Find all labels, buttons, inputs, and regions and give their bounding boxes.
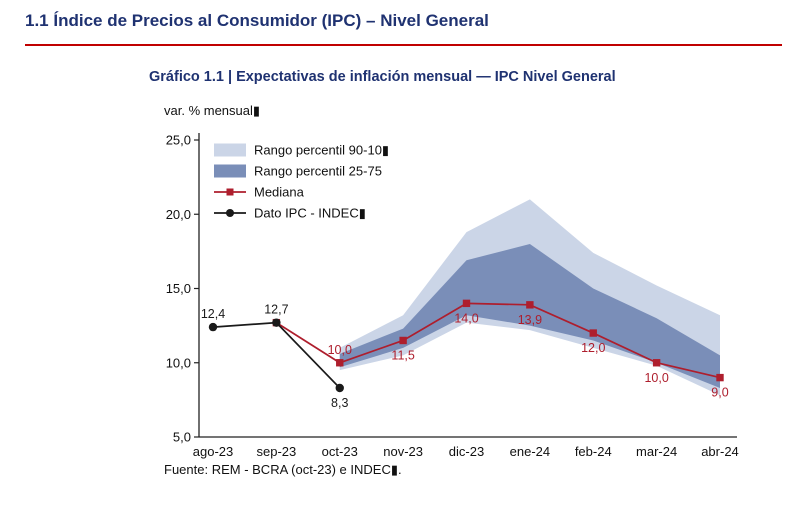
value-label: 12,4 bbox=[201, 307, 225, 321]
x-tick-label: ago-23 bbox=[193, 444, 233, 459]
value-label: 9,0 bbox=[711, 386, 728, 400]
marker-mediana bbox=[589, 329, 597, 337]
marker-mediana bbox=[526, 301, 534, 309]
x-tick-label: dic-23 bbox=[449, 444, 484, 459]
source-note: Fuente: REM - BCRA (oct-23) e INDEC▮. bbox=[164, 462, 402, 477]
value-label: 13,9 bbox=[518, 313, 542, 327]
marker-mediana bbox=[462, 299, 471, 308]
value-label: 11,5 bbox=[391, 348, 414, 362]
legend-label: Mediana bbox=[254, 185, 305, 200]
legend-swatch-rango-percentil-25-75 bbox=[214, 164, 246, 178]
x-tick-label: mar-24 bbox=[636, 444, 677, 459]
series-line-mediana bbox=[275, 302, 721, 379]
x-tick-label: abr-24 bbox=[701, 444, 739, 459]
marker-mediana bbox=[652, 359, 661, 367]
value-label: 10,0 bbox=[644, 371, 668, 385]
y-tick-label: 25,0 bbox=[166, 133, 191, 148]
section-title: 1.1 Índice de Precios al Consumidor (IPC… bbox=[25, 11, 489, 30]
marker-dato-ipc-indec bbox=[272, 318, 281, 327]
marker-dato-ipc-indec bbox=[335, 383, 344, 393]
band-rango-percentil-25-75 bbox=[339, 243, 720, 388]
value-label: 14,0 bbox=[454, 311, 478, 325]
x-tick-label: nov-23 bbox=[383, 444, 423, 459]
value-label: 10,0 bbox=[328, 343, 352, 357]
marker-dato-ipc-indec bbox=[208, 322, 218, 332]
legend-label: Rango percentil 90-10▮ bbox=[254, 143, 389, 158]
chart-title: Gráfico 1.1 | Expectativas de inflación … bbox=[149, 69, 616, 85]
legend-marker-mediana bbox=[226, 188, 234, 196]
y-axis-unit-label: var. % mensual▮ bbox=[164, 103, 261, 118]
legend-swatch-rango-percentil-90-10 bbox=[214, 143, 246, 157]
y-tick-label: 15,0 bbox=[166, 281, 191, 296]
x-tick-label: sep-23 bbox=[257, 444, 297, 459]
legend-marker-dato-ipc-indec bbox=[226, 209, 234, 217]
series-line-dato-ipc-indec bbox=[212, 321, 341, 389]
x-tick-label: feb-24 bbox=[575, 444, 612, 459]
legend-label: Dato IPC - INDEC▮ bbox=[254, 206, 366, 221]
value-label: 12,0 bbox=[581, 341, 605, 355]
legend-label: Rango percentil 25-75 bbox=[254, 164, 382, 179]
x-tick-label: ene-24 bbox=[510, 444, 550, 459]
value-label: 12,7 bbox=[264, 303, 288, 317]
x-tick-label: oct-23 bbox=[322, 444, 358, 459]
y-tick-label: 5,0 bbox=[173, 430, 191, 445]
marker-mediana bbox=[716, 373, 724, 382]
marker-mediana bbox=[399, 336, 407, 345]
marker-mediana bbox=[336, 359, 344, 367]
y-tick-label: 10,0 bbox=[166, 355, 191, 370]
value-label: 8,3 bbox=[331, 396, 348, 410]
section-title-rule bbox=[25, 44, 782, 46]
y-tick-label: 20,0 bbox=[166, 207, 191, 222]
